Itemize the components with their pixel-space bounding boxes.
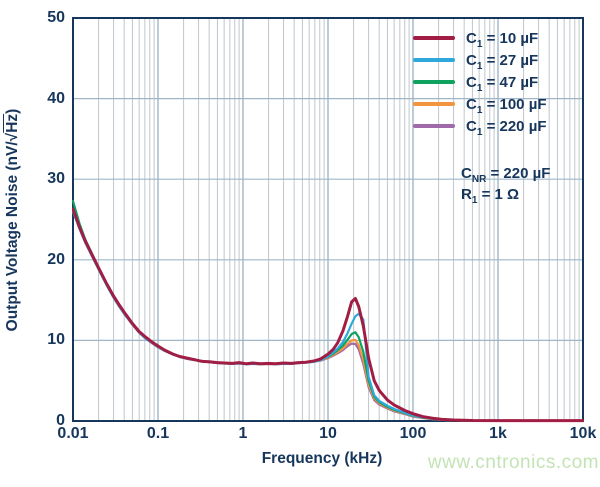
- legend-label: C1 = 220 µF: [466, 117, 547, 138]
- plot-border: [72, 17, 584, 422]
- y-tick-label: 20: [47, 250, 65, 268]
- annotation-line: R1 = 1 Ω: [461, 186, 520, 206]
- watermark: www.cntronics.com: [427, 452, 599, 473]
- x-tick-label: 0.01: [57, 425, 89, 442]
- x-tick-label: 10: [319, 425, 337, 442]
- series-line: [72, 207, 584, 423]
- legend-item: C1 = 10 µF: [413, 27, 547, 49]
- legend-label: C1 = 10 µF: [466, 29, 539, 50]
- conditions-annotation: CNR = 220 µF R1 = 1 Ω: [461, 163, 551, 206]
- y-tick-label: 10: [47, 331, 65, 349]
- sqrt-radical: √: [4, 132, 21, 142]
- y-tick-label: 40: [47, 89, 65, 107]
- legend: C1 = 10 µF C1 = 27 µF C1 = 47 µF C1 = 100 µ…: [413, 27, 547, 137]
- x-tick-label: 0.1: [146, 425, 170, 442]
- legend-swatch: [413, 102, 455, 106]
- y-tick-label: 30: [47, 170, 65, 188]
- y-axis-label-prefix: Output Voltage Noise (nV/: [4, 141, 21, 332]
- y-tick-label: 0: [56, 412, 65, 429]
- legend-item: C1 = 47 µF: [413, 71, 547, 93]
- x-tick-label: 1: [238, 425, 248, 442]
- annotation-line: CNR = 220 µF: [461, 165, 551, 185]
- x-axis-label: Frequency (kHz): [261, 450, 383, 467]
- grid-lines: [73, 18, 583, 421]
- x-tick-label: 10k: [569, 425, 597, 442]
- legend-label: C1 = 100 µF: [466, 95, 547, 116]
- legend-label: C1 = 47 µF: [466, 73, 539, 94]
- legend-swatch: [413, 36, 455, 40]
- x-tick-label: 1k: [489, 425, 507, 442]
- y-axis-label-suffix: ): [4, 108, 21, 114]
- legend-swatch: [413, 124, 455, 128]
- legend-swatch: [413, 58, 455, 62]
- y-axis-label: Output Voltage Noise (nV/√Hz): [4, 10, 26, 430]
- legend-item: C1 = 100 µF: [413, 93, 547, 115]
- legend-label: C1 = 27 µF: [466, 51, 539, 72]
- legend-item: C1 = 27 µF: [413, 49, 547, 71]
- legend-swatch: [413, 80, 455, 84]
- legend-item: C1 = 220 µF: [413, 115, 547, 137]
- y-axis-label-overline: Hz: [4, 113, 21, 133]
- series-group: [72, 199, 584, 423]
- x-tick-label: 100: [399, 425, 427, 442]
- y-tick-label: 50: [47, 9, 65, 26]
